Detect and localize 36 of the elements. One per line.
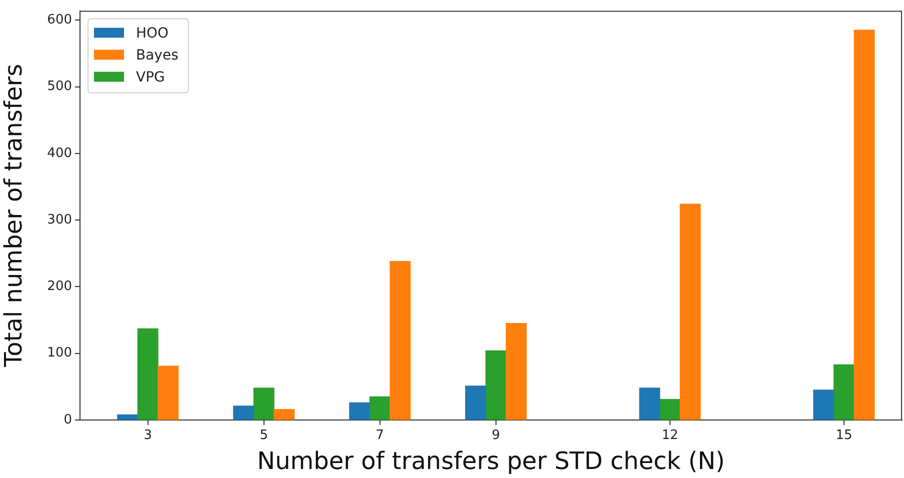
bar	[813, 390, 834, 420]
y-tick-label: 100	[47, 346, 72, 361]
bar	[506, 323, 527, 420]
x-tick-label: 7	[376, 428, 384, 444]
bar	[854, 30, 875, 420]
bar	[834, 364, 854, 420]
y-tick-label: 600	[47, 12, 72, 28]
bar	[274, 409, 295, 420]
bar	[680, 204, 701, 420]
x-tick-label: 5	[260, 428, 268, 444]
bar	[349, 402, 370, 420]
bar	[485, 350, 506, 420]
bar	[158, 366, 179, 420]
y-tick-label: 0	[64, 412, 72, 428]
bar	[639, 388, 660, 420]
bar	[117, 414, 138, 420]
x-tick-label: 9	[492, 428, 500, 444]
x-tick-label: 12	[662, 428, 678, 444]
legend-label: HOO	[136, 25, 169, 42]
bar	[465, 386, 486, 420]
bar	[253, 388, 274, 420]
legend-label: Bayes	[136, 47, 178, 64]
y-axis-title: Total number of transfers	[0, 64, 28, 368]
bar	[233, 406, 254, 420]
bar	[369, 396, 390, 420]
y-tick-label: 300	[47, 212, 72, 228]
x-tick-label: 15	[836, 428, 852, 444]
bar	[137, 328, 158, 420]
bar	[659, 399, 680, 420]
legend-label: VPG	[136, 69, 165, 86]
bar	[390, 261, 411, 420]
x-axis-title: Number of transfers per STD check (N)	[257, 446, 725, 475]
y-tick-label: 400	[47, 146, 72, 161]
y-tick-label: 200	[47, 279, 72, 294]
y-tick-label: 500	[47, 79, 72, 94]
x-tick-label: 3	[144, 428, 152, 444]
